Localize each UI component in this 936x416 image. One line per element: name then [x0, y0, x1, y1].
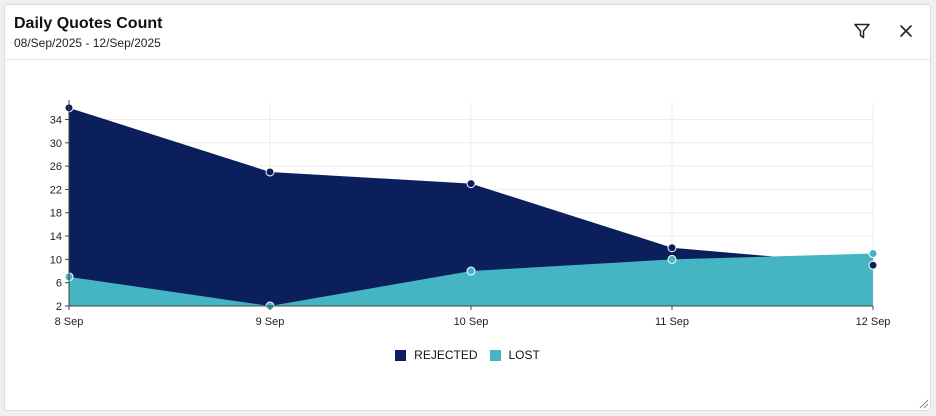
x-tick-label: 9 Sep — [256, 316, 285, 328]
chart-card: Daily Quotes Count 08/Sep/2025 - 12/Sep/… — [4, 4, 931, 411]
data-point-lost — [667, 254, 677, 264]
y-tick-label: 18 — [50, 208, 62, 220]
data-point-rejected — [466, 179, 476, 189]
date-range: 08/Sep/2025 - 12/Sep/2025 — [14, 36, 161, 50]
y-tick-label: 2 — [56, 301, 62, 313]
card-header: Daily Quotes Count 08/Sep/2025 - 12/Sep/… — [5, 5, 930, 60]
y-tick-label: 26 — [50, 161, 62, 173]
y-tick-label: 22 — [50, 184, 62, 196]
data-point-rejected — [667, 243, 677, 253]
data-point-rejected — [868, 260, 878, 270]
legend-label: LOST — [508, 348, 540, 362]
legend-item-lost[interactable]: LOST — [489, 348, 540, 362]
series-area-lost — [69, 253, 873, 306]
legend-swatch — [489, 349, 501, 361]
filter-button[interactable] — [850, 19, 874, 43]
y-tick-label: 34 — [50, 114, 62, 126]
data-point-rejected — [265, 167, 275, 177]
filter-icon — [854, 23, 870, 39]
x-tick-label: 8 Sep — [55, 316, 84, 328]
x-tick-label: 12 Sep — [856, 316, 891, 328]
y-tick-label: 6 — [56, 278, 62, 290]
close-button[interactable] — [894, 19, 918, 43]
data-point-lost — [868, 249, 878, 259]
legend-swatch — [395, 349, 407, 361]
chart-legend: REJECTED LOST — [5, 348, 930, 362]
y-tick-label: 30 — [50, 138, 62, 150]
legend-label: REJECTED — [414, 348, 478, 362]
resize-handle-icon[interactable] — [917, 397, 929, 409]
x-tick-label: 11 Sep — [655, 316, 689, 328]
y-tick-label: 10 — [50, 254, 62, 266]
y-tick-label: 14 — [50, 231, 62, 243]
card-title: Daily Quotes Count — [14, 15, 163, 32]
data-point-lost — [466, 266, 476, 276]
legend-item-rejected[interactable]: REJECTED — [395, 348, 478, 362]
x-tick-label: 10 Sep — [454, 316, 489, 328]
close-icon — [900, 25, 912, 37]
